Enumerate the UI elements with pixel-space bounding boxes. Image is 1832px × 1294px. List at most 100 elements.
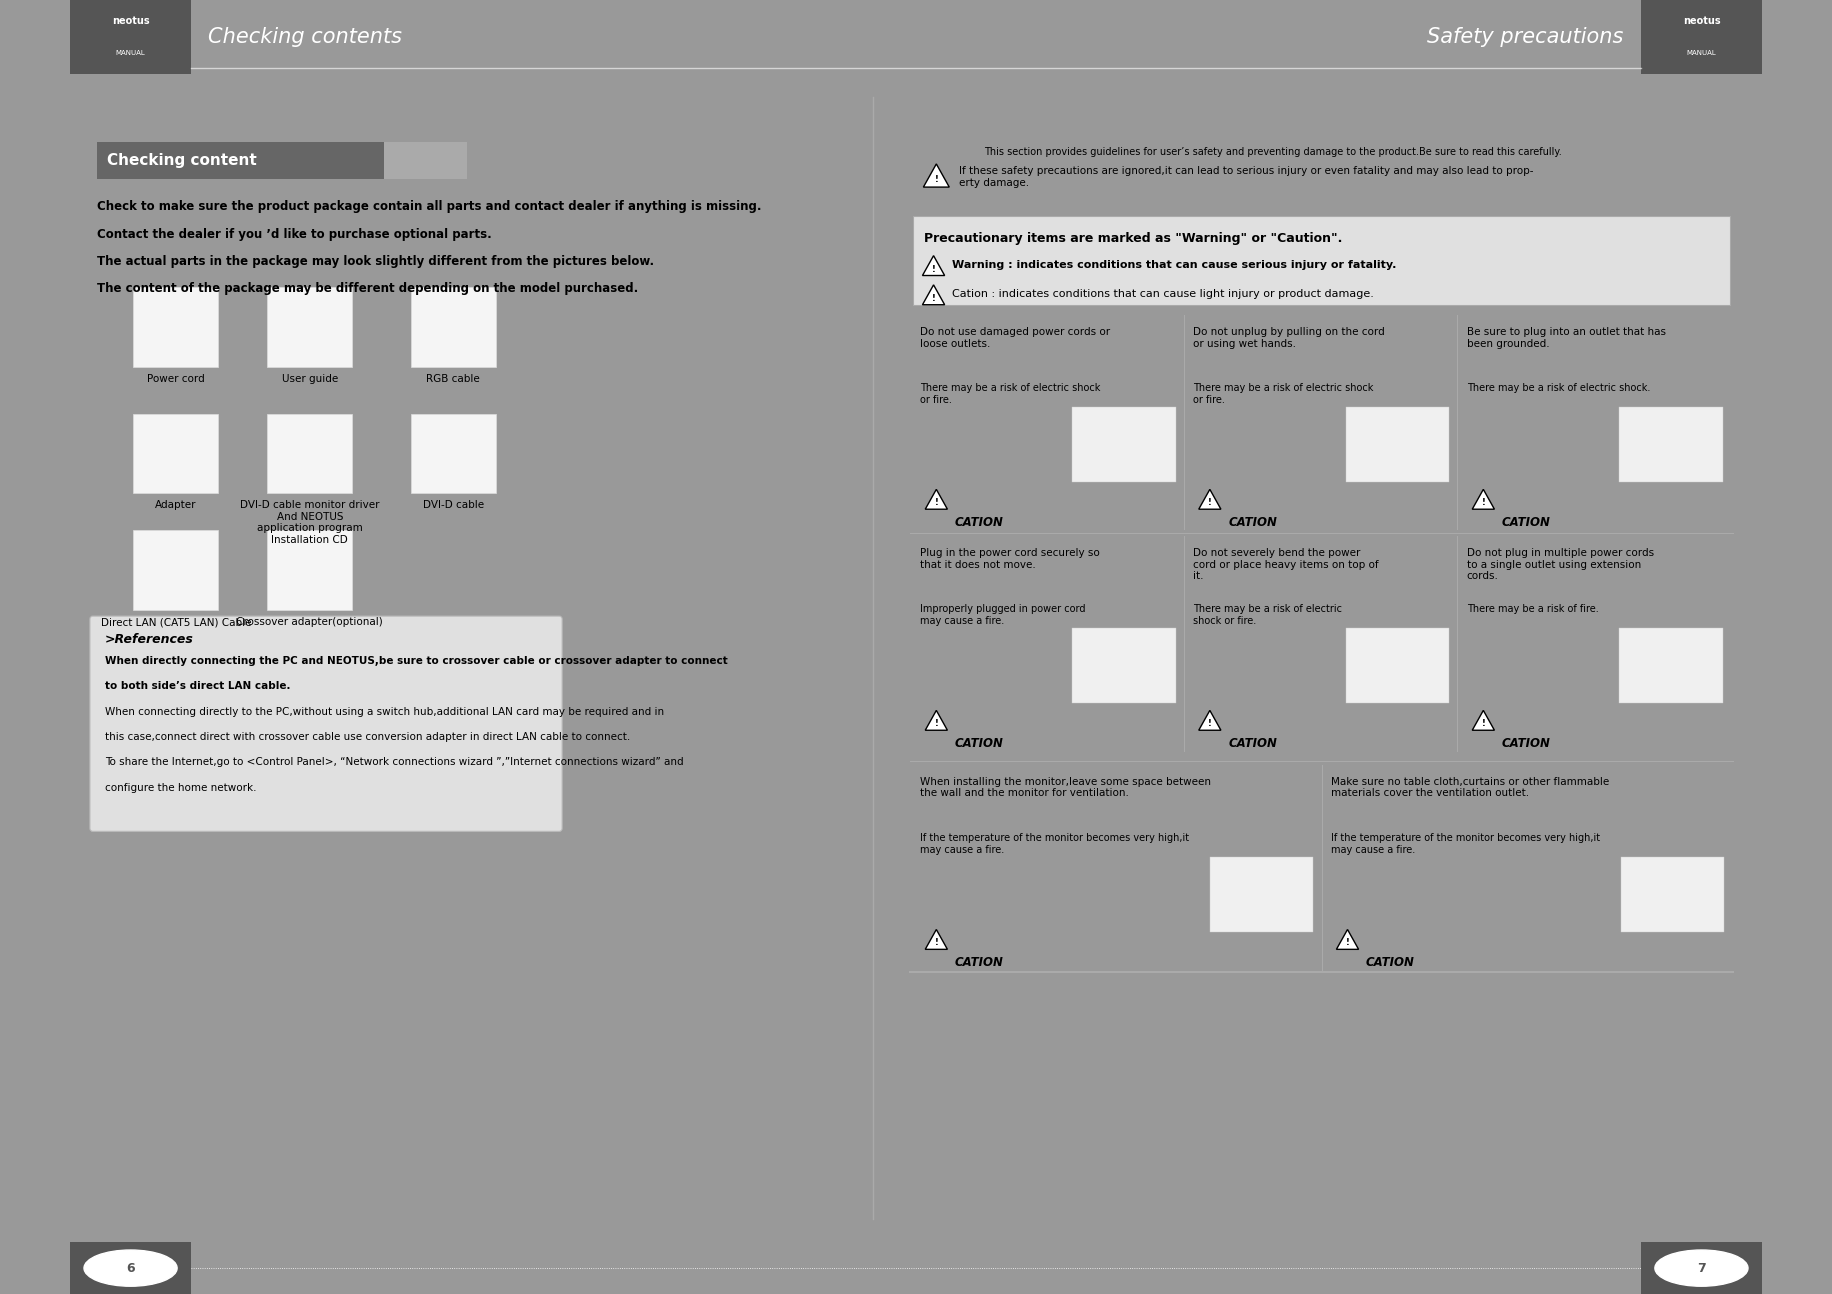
Text: !: ! (932, 264, 936, 273)
Text: When directly connecting the PC and NEOTUS,be sure to crossover cable or crossov: When directly connecting the PC and NEOT… (104, 656, 727, 666)
Text: CATION: CATION (1227, 516, 1277, 529)
Ellipse shape (1654, 1250, 1748, 1286)
Text: !: ! (1345, 938, 1350, 947)
FancyBboxPatch shape (1072, 628, 1176, 703)
FancyBboxPatch shape (1072, 406, 1176, 481)
Text: There may be a risk of electric
shock or fire.: There may be a risk of electric shock or… (1193, 604, 1343, 626)
FancyBboxPatch shape (90, 616, 562, 831)
FancyBboxPatch shape (134, 531, 218, 611)
FancyBboxPatch shape (1347, 406, 1449, 481)
Text: 6: 6 (126, 1262, 136, 1275)
FancyBboxPatch shape (410, 287, 496, 367)
Text: neotus: neotus (112, 16, 150, 26)
Text: Direct LAN (CAT5 LAN) Cable: Direct LAN (CAT5 LAN) Cable (101, 617, 251, 628)
Text: Be sure to plug into an outlet that has
been grounded.: Be sure to plug into an outlet that has … (1467, 327, 1665, 348)
Text: CATION: CATION (954, 956, 1004, 969)
Text: CATION: CATION (1227, 736, 1277, 749)
FancyBboxPatch shape (1640, 0, 1762, 74)
Text: Safety precautions: Safety precautions (1427, 27, 1623, 47)
Text: !: ! (934, 938, 938, 947)
FancyBboxPatch shape (410, 414, 496, 493)
Text: There may be a risk of electric shock
or fire.: There may be a risk of electric shock or… (920, 383, 1099, 405)
Text: !: ! (934, 498, 938, 507)
FancyBboxPatch shape (1347, 628, 1449, 703)
Text: To share the Internet,go to <Control Panel>, “Network connections wizard ”,”Inte: To share the Internet,go to <Control Pan… (104, 757, 683, 767)
Polygon shape (1473, 710, 1495, 730)
FancyBboxPatch shape (70, 0, 192, 74)
FancyBboxPatch shape (1621, 857, 1724, 932)
Text: Improperly plugged in power cord
may cause a fire.: Improperly plugged in power cord may cau… (920, 604, 1085, 626)
Text: If these safety precautions are ignored,it can lead to serious injury or even fa: If these safety precautions are ignored,… (958, 166, 1533, 188)
Text: There may be a risk of fire.: There may be a risk of fire. (1467, 604, 1599, 615)
Text: Do not unplug by pulling on the cord
or using wet hands.: Do not unplug by pulling on the cord or … (1193, 327, 1385, 348)
FancyBboxPatch shape (912, 216, 1729, 304)
Polygon shape (923, 164, 949, 188)
Text: Do not severely bend the power
cord or place heavy items on top of
it.: Do not severely bend the power cord or p… (1193, 547, 1379, 581)
Text: CATION: CATION (1367, 956, 1414, 969)
Text: !: ! (934, 719, 938, 729)
Polygon shape (1198, 710, 1220, 730)
Text: User guide: User guide (282, 374, 337, 383)
Text: configure the home network.: configure the home network. (104, 783, 256, 793)
Polygon shape (925, 710, 947, 730)
Polygon shape (1336, 929, 1359, 950)
Text: !: ! (1482, 498, 1486, 507)
Polygon shape (925, 929, 947, 950)
Text: DVI-D cable: DVI-D cable (423, 501, 484, 510)
FancyBboxPatch shape (134, 414, 218, 493)
FancyBboxPatch shape (267, 287, 352, 367)
Text: Cation : indicates conditions that can cause light injury or product damage.: Cation : indicates conditions that can c… (953, 289, 1374, 299)
Text: CATION: CATION (954, 516, 1004, 529)
Polygon shape (925, 489, 947, 510)
Text: This section provides guidelines for user’s safety and preventing damage to the : This section provides guidelines for use… (984, 146, 1563, 157)
Text: Checking contents: Checking contents (209, 27, 403, 47)
Text: Precautionary items are marked as "Warning" or "Caution".: Precautionary items are marked as "Warni… (925, 233, 1343, 246)
Text: MANUAL: MANUAL (115, 50, 145, 56)
Text: this case,connect direct with crossover cable use conversion adapter in direct L: this case,connect direct with crossover … (104, 732, 630, 741)
Ellipse shape (84, 1250, 178, 1286)
FancyBboxPatch shape (1619, 406, 1722, 481)
Text: 7: 7 (1696, 1262, 1706, 1275)
Polygon shape (923, 256, 945, 276)
Text: There may be a risk of electric shock.: There may be a risk of electric shock. (1467, 383, 1651, 393)
Text: >References: >References (104, 633, 194, 646)
Text: RGB cable: RGB cable (427, 374, 480, 383)
Text: CATION: CATION (1502, 736, 1550, 749)
Text: The content of the package may be different depending on the model purchased.: The content of the package may be differ… (97, 282, 639, 295)
Text: When connecting directly to the PC,without using a switch hub,additional LAN car: When connecting directly to the PC,witho… (104, 707, 663, 717)
Text: Crossover adapter(optional): Crossover adapter(optional) (236, 617, 383, 628)
FancyBboxPatch shape (383, 142, 467, 179)
FancyBboxPatch shape (1619, 628, 1722, 703)
FancyBboxPatch shape (267, 531, 352, 611)
Text: DVI-D cable monitor driver
And NEOTUS
application program
Installation CD: DVI-D cable monitor driver And NEOTUS ap… (240, 501, 379, 545)
Text: Power cord: Power cord (147, 374, 205, 383)
FancyBboxPatch shape (97, 142, 383, 179)
Text: MANUAL: MANUAL (1687, 50, 1717, 56)
Text: Check to make sure the product package contain all parts and contact dealer if a: Check to make sure the product package c… (97, 201, 762, 214)
Text: Plug in the power cord securely so
that it does not move.: Plug in the power cord securely so that … (920, 547, 1099, 569)
Text: If the temperature of the monitor becomes very high,it
may cause a fire.: If the temperature of the monitor become… (1330, 833, 1599, 855)
Text: to both side’s direct LAN cable.: to both side’s direct LAN cable. (104, 682, 289, 691)
Text: CATION: CATION (1502, 516, 1550, 529)
Text: neotus: neotus (1682, 16, 1720, 26)
Polygon shape (1198, 489, 1220, 510)
Text: Do not plug in multiple power cords
to a single outlet using extension
cords.: Do not plug in multiple power cords to a… (1467, 547, 1654, 581)
Text: Warning : indicates conditions that can cause serious injury or fatality.: Warning : indicates conditions that can … (953, 260, 1396, 269)
FancyBboxPatch shape (1640, 1242, 1762, 1294)
Text: If the temperature of the monitor becomes very high,it
may cause a fire.: If the temperature of the monitor become… (920, 833, 1189, 855)
Text: Contact the dealer if you ’d like to purchase optional parts.: Contact the dealer if you ’d like to pur… (97, 228, 493, 241)
Text: Make sure no table cloth,curtains or other flammable
materials cover the ventila: Make sure no table cloth,curtains or oth… (1330, 776, 1608, 798)
FancyBboxPatch shape (267, 414, 352, 493)
Text: !: ! (1207, 719, 1211, 729)
Text: !: ! (934, 175, 938, 184)
Text: !: ! (1482, 719, 1486, 729)
Text: Do not use damaged power cords or
loose outlets.: Do not use damaged power cords or loose … (920, 327, 1110, 348)
Text: The actual parts in the package may look slightly different from the pictures be: The actual parts in the package may look… (97, 255, 654, 268)
FancyBboxPatch shape (1209, 857, 1314, 932)
Polygon shape (923, 285, 945, 304)
Text: Checking content: Checking content (106, 153, 256, 168)
Text: Adapter: Adapter (156, 501, 196, 510)
FancyBboxPatch shape (134, 287, 218, 367)
Text: !: ! (1207, 498, 1211, 507)
Polygon shape (1473, 489, 1495, 510)
